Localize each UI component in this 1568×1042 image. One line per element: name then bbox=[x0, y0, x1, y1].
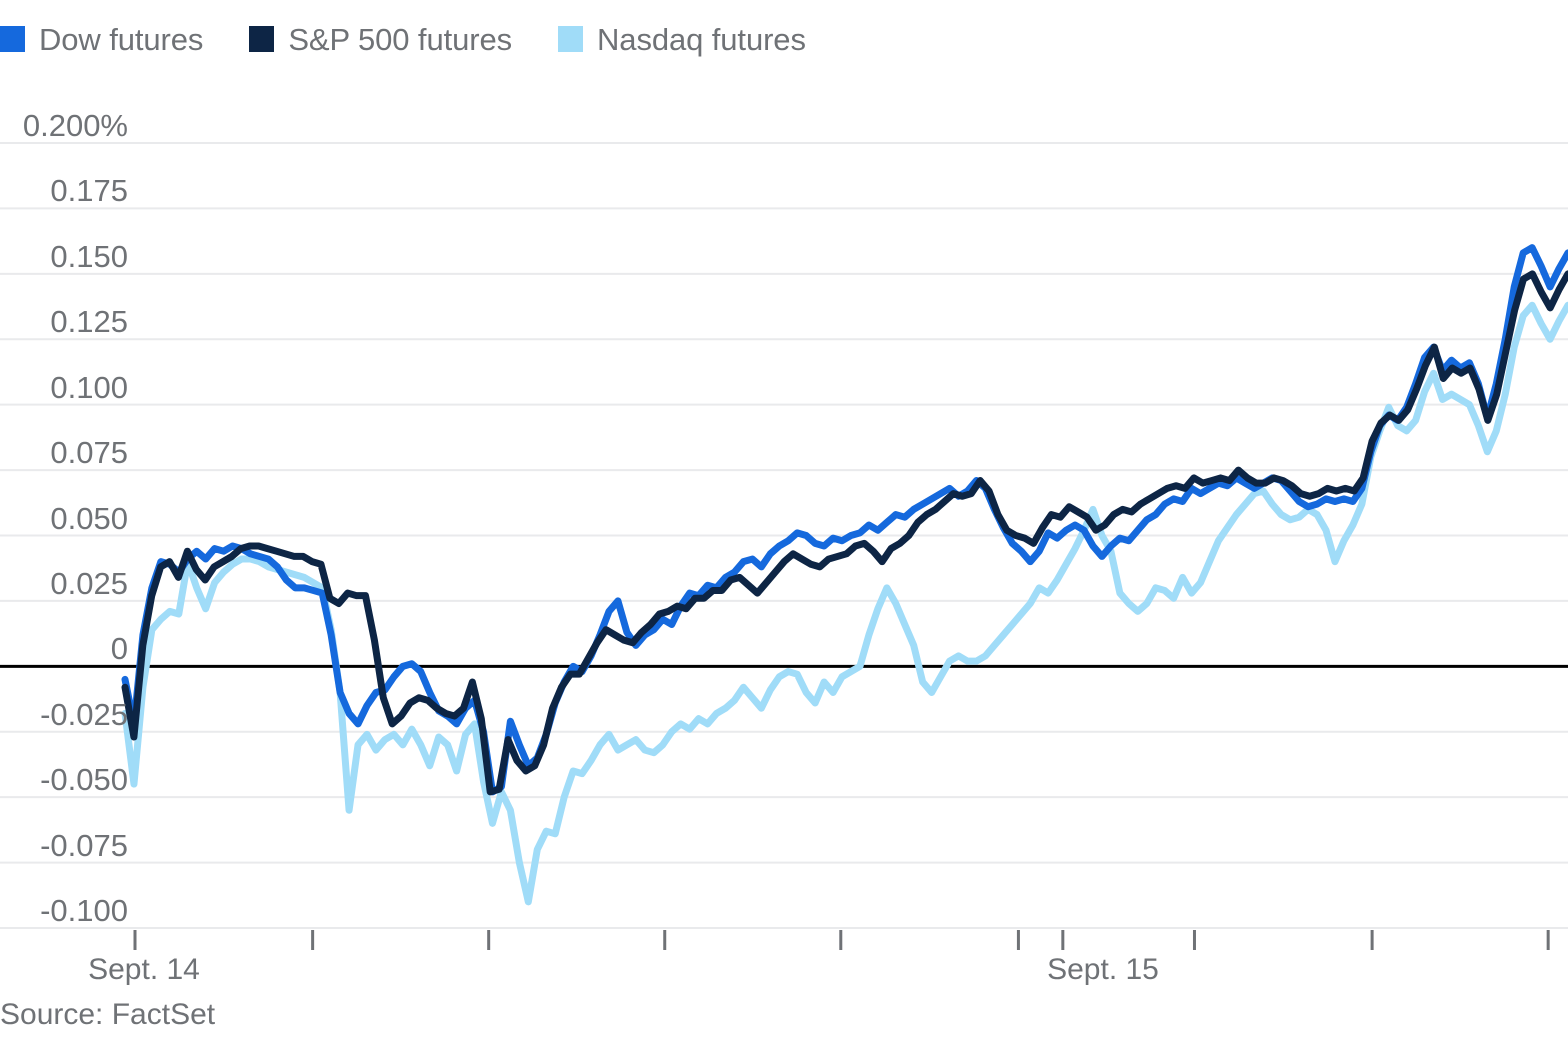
legend-label-dow-futures: Dow futures bbox=[39, 21, 204, 57]
y-axis-tick-label: 0.025 bbox=[50, 565, 128, 601]
x-axis-tick-label: Sept. 15 bbox=[1047, 953, 1159, 986]
chart-legend: Dow futures S&P 500 futures Nasdaq futur… bbox=[0, 17, 852, 61]
y-axis-tick-label: -0.100 bbox=[40, 893, 128, 928]
y-axis-tick-label: -0.050 bbox=[40, 762, 128, 798]
y-axis: 0.200% 0.175 0.150 0.125 0.100 0.075 0.050 0.02… bbox=[0, 0, 128, 1042]
y-axis-tick-label: 0 bbox=[110, 631, 128, 667]
source-note: Source: FactSet bbox=[0, 998, 216, 1031]
y-axis-tick-label: 0.050 bbox=[50, 500, 128, 536]
legend-label-nasdaq-futures: Nasdaq futures bbox=[597, 21, 806, 57]
series-line-dow-futures bbox=[121, 244, 1568, 796]
y-axis-tick-label: -0.075 bbox=[40, 827, 128, 863]
y-axis-tick-label: 0.125 bbox=[50, 304, 128, 340]
y-axis-tick-label: 0.200% bbox=[22, 108, 128, 143]
legend-swatch-nasdaq-icon bbox=[558, 26, 584, 52]
series-line-nasdaq-futures bbox=[121, 301, 1568, 906]
legend-item-dow-futures[interactable]: Dow futures bbox=[0, 24, 203, 55]
legend-swatch-sp500-icon bbox=[249, 26, 275, 52]
legend-item-nasdaq-futures[interactable]: Nasdaq futures bbox=[558, 24, 806, 55]
series-line-s-p-500-futures bbox=[121, 270, 1568, 796]
y-axis-tick-label: 0.100 bbox=[50, 369, 128, 405]
legend-swatch-dow-icon bbox=[0, 26, 25, 52]
y-axis-tick-label: 0.075 bbox=[50, 435, 128, 471]
y-axis-tick-label: -0.025 bbox=[40, 696, 128, 732]
y-axis-tick-label: 0.150 bbox=[50, 238, 128, 274]
y-axis-tick-label: 0.175 bbox=[50, 173, 128, 209]
x-axis-tick-label: Sept. 14 bbox=[88, 953, 200, 986]
legend-item-sp500-futures[interactable]: S&P 500 futures bbox=[249, 24, 512, 55]
legend-label-sp500-futures: S&P 500 futures bbox=[288, 21, 513, 57]
